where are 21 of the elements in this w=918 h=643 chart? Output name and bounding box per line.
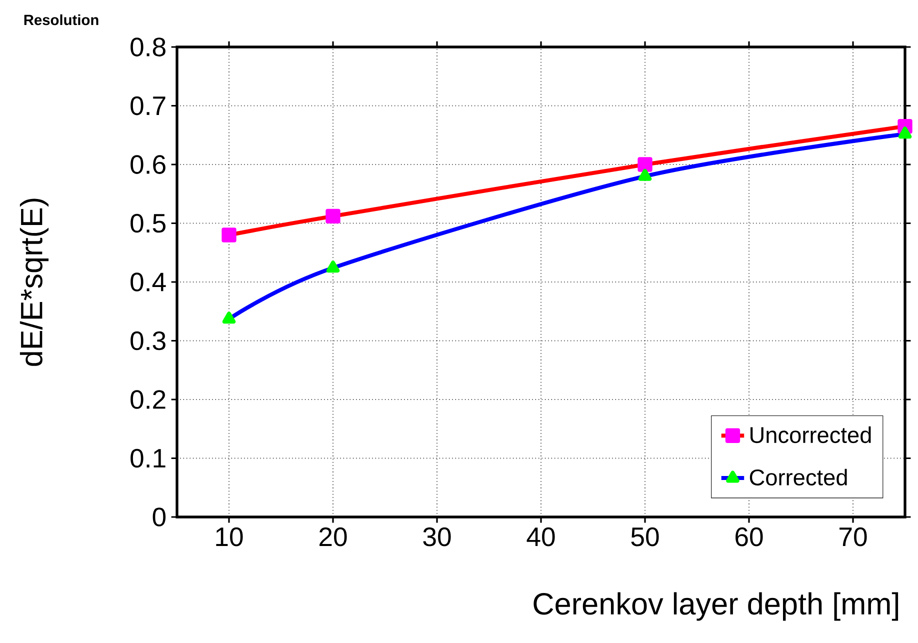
y-tick-label: 0.8 xyxy=(130,38,166,56)
y-tick-label: 0.5 xyxy=(130,214,166,233)
y-tick-label: 0.2 xyxy=(130,390,166,409)
x-tick-label: 60 xyxy=(736,527,763,546)
chart-title: Resolution xyxy=(24,14,98,26)
x-tick-label: 70 xyxy=(840,527,867,546)
y-tick-label: 0.4 xyxy=(130,272,166,292)
x-tick-label: 10 xyxy=(216,527,243,546)
y-axis-title: dE/E*sqrt(E) xyxy=(20,198,49,366)
legend-label: Uncorrected xyxy=(750,426,871,444)
y-tick-label: 0.6 xyxy=(130,155,166,174)
x-tick-label: 40 xyxy=(526,527,555,546)
y-tick-label: 0.7 xyxy=(130,96,166,116)
x-tick-label: 30 xyxy=(423,527,451,546)
x-axis-title: Cerenkov layer depth [mm] xyxy=(534,592,898,621)
legend-label: Corrected xyxy=(750,468,847,486)
x-tick-label: 20 xyxy=(320,527,347,546)
y-tick-label: 0.3 xyxy=(130,331,166,350)
y-tick-label: 0.1 xyxy=(130,448,166,468)
x-tick-label: 50 xyxy=(631,527,659,546)
y-tick-label: 0 xyxy=(152,508,166,526)
